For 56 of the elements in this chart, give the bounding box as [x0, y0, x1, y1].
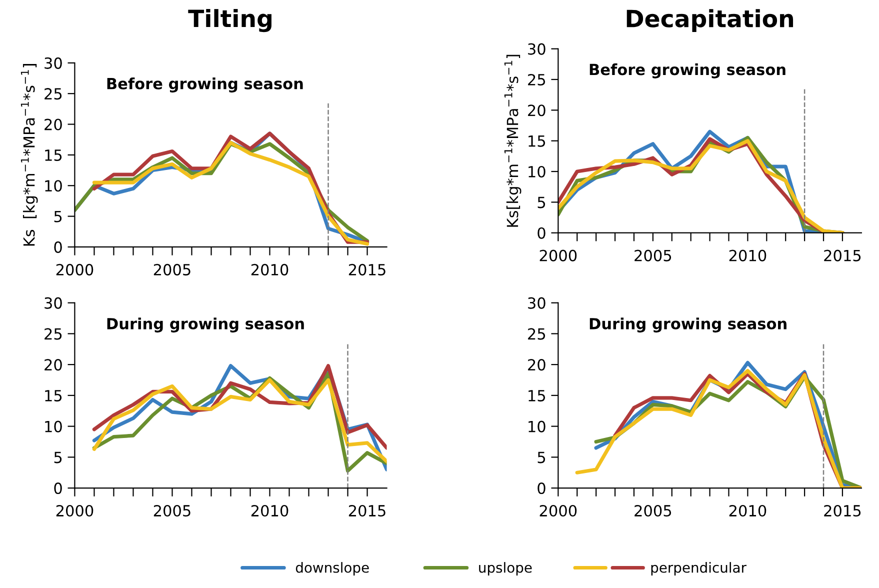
y-tick-label: 10 [45, 180, 62, 192]
annotation: During growing season [590, 318, 786, 332]
y-tick-label: 5 [538, 196, 546, 208]
y-tick-label: 30 [44, 297, 62, 309]
y-tick-label: 5 [538, 452, 546, 464]
line-series [92, 378, 387, 464]
legend-label: upslope [479, 562, 532, 576]
x-tick-label: 2015 [824, 250, 861, 262]
x-tick-label: 2000 [540, 250, 577, 262]
x-tick-label: 2005 [154, 504, 190, 517]
x-tick-label: 2000 [540, 504, 577, 517]
x-tick-label: 2000 [56, 504, 94, 517]
x-tick-label: 2005 [634, 250, 672, 262]
x-tick-label: 2005 [634, 504, 672, 517]
x-tick-label: 2010 [251, 504, 288, 517]
y-axis-title: Ks[kg*m$^{−1}$*MPa$^{−1}$*s$^{−1}$] [504, 54, 522, 227]
y-tick-label: 15 [45, 390, 62, 402]
y-tick-label: 25 [44, 88, 62, 100]
y-tick-label: 10 [528, 420, 546, 432]
x-tick-label: 2000 [56, 264, 94, 276]
y-tick-label: 10 [45, 420, 62, 432]
annotation: Before growing season [107, 78, 303, 92]
y-tick-label: 20 [528, 359, 546, 371]
y-tick-label: 15 [528, 135, 546, 147]
y-tick-label: 25 [44, 328, 62, 340]
x-tick-label: 2015 [824, 504, 861, 517]
y-tick-label: 5 [54, 452, 62, 464]
y-axis-title: Ks [kg*m$^{−1}$*MPa$^{−1}$*s$^{−1}$] [20, 64, 38, 246]
x-tick-label: 2015 [348, 264, 386, 276]
y-tick-label: 0 [538, 482, 546, 494]
y-tick-label: 25 [528, 328, 546, 340]
y-tick-label: 20 [44, 118, 62, 130]
annotation: Before growing season [590, 63, 786, 78]
x-tick-label: 2010 [729, 250, 766, 262]
x-tick-label: 2010 [729, 504, 766, 517]
y-tick-label: 30 [528, 297, 546, 309]
y-tick-label: 10 [528, 166, 546, 178]
legend-label: downslope [296, 562, 369, 576]
x-tick-label: 2010 [251, 264, 288, 276]
y-tick-label: 20 [44, 359, 62, 371]
y-tick-label: 0 [538, 227, 546, 239]
chart-title: Tilting [188, 9, 272, 32]
legend-label: perpendicular [651, 562, 746, 576]
x-tick-label: 2015 [348, 504, 386, 517]
y-tick-label: 20 [528, 104, 546, 116]
annotation: During growing season [107, 318, 304, 332]
chart-title: Decapitation [626, 9, 794, 32]
y-tick-label: 30 [44, 57, 62, 69]
y-tick-label: 15 [45, 150, 62, 161]
y-tick-label: 25 [528, 74, 546, 86]
y-tick-label: 30 [528, 43, 546, 55]
y-tick-label: 15 [528, 390, 546, 402]
y-tick-label: 5 [54, 210, 62, 222]
y-tick-label: 0 [54, 241, 62, 253]
x-tick-label: 2005 [154, 264, 190, 276]
y-tick-label: 0 [54, 482, 62, 494]
